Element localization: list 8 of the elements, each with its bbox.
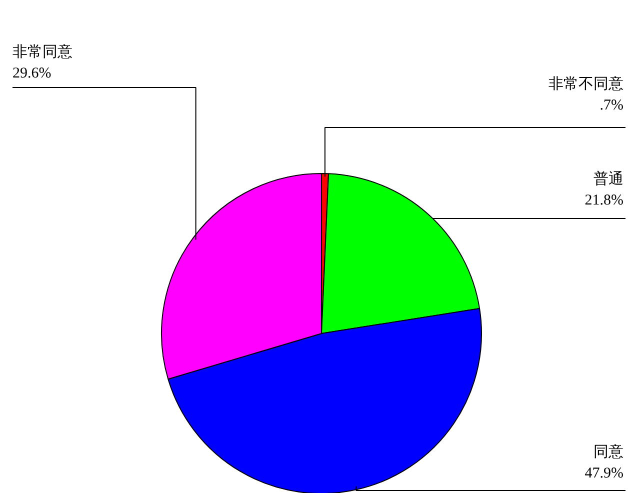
slice-label: 非常同意 (12, 44, 72, 60)
slice-label: 非常不同意 (548, 76, 624, 92)
slice-label: 同意 (594, 444, 624, 460)
data-label: 21.8% (584, 192, 624, 208)
data-label: 47.9% (584, 466, 624, 482)
data-label: 29.6% (12, 66, 52, 82)
data-label: .7% (600, 98, 624, 114)
slice-label: 普通 (594, 170, 624, 188)
